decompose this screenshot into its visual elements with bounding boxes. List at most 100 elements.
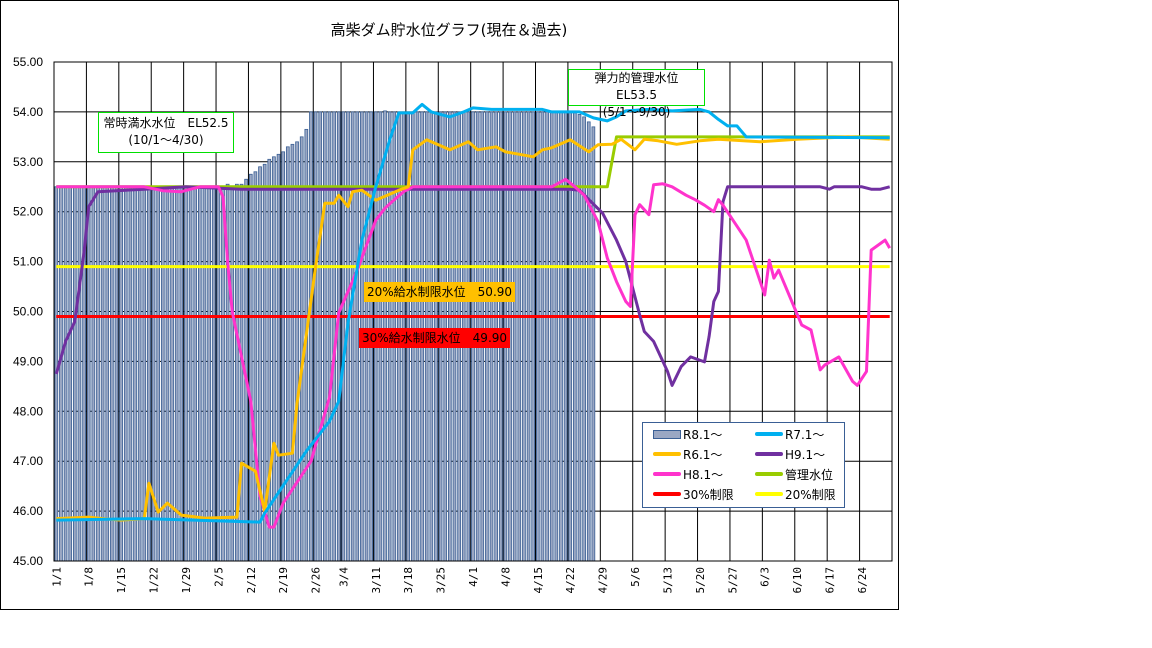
- bar: [526, 111, 531, 562]
- bar: [193, 186, 198, 562]
- bar-series-r8: [54, 110, 596, 562]
- bar: [221, 186, 225, 562]
- bar: [77, 186, 82, 562]
- legend-item: R8.1～: [653, 426, 722, 442]
- bar: [96, 186, 100, 562]
- legend-line-swatch: [653, 472, 681, 476]
- x-tick-label: 3/25: [435, 567, 448, 594]
- x-tick-label: 5/6: [629, 567, 642, 587]
- bar: [230, 186, 235, 562]
- y-tick-label: 50.00: [13, 305, 43, 319]
- x-tick-label: 4/15: [532, 567, 545, 594]
- annotation-limit-30: 30%給水制限水位 49.90: [359, 328, 511, 348]
- axes: 55.00 54.00 53.00 52.00 51.00 50.00 49.00 48.00…: [13, 55, 893, 594]
- bar: [216, 186, 221, 562]
- bar: [512, 111, 517, 562]
- bar: [137, 186, 142, 562]
- bar: [68, 186, 73, 562]
- bar: [207, 186, 211, 562]
- x-tick-label: 2/26: [310, 567, 323, 594]
- bar: [295, 141, 299, 562]
- legend-label: H8.1～: [683, 467, 724, 482]
- bar: [318, 111, 323, 562]
- y-tick-label: 46.00: [13, 504, 43, 518]
- bar: [545, 111, 549, 562]
- chart-title: 高柴ダム貯水位グラフ(現在＆過去): [330, 21, 568, 39]
- annotation-normal-full-level: 常時満水水位 EL52.5 (10/1～4/30): [98, 112, 234, 153]
- bar: [327, 111, 332, 562]
- bar: [549, 111, 554, 562]
- y-tick-label: 47.00: [13, 454, 43, 468]
- bar: [198, 186, 202, 562]
- bar: [582, 116, 586, 562]
- legend-line-swatch: [755, 452, 783, 456]
- bar: [123, 186, 128, 562]
- x-tick-label: 4/22: [564, 567, 577, 594]
- bar: [568, 111, 573, 562]
- x-tick-label: 3/11: [370, 567, 383, 594]
- legend-item: H8.1～: [653, 466, 723, 482]
- bar: [341, 111, 346, 562]
- x-tick-label: 4/29: [597, 567, 610, 594]
- bar: [72, 186, 77, 562]
- bar: [559, 111, 563, 562]
- bar: [350, 111, 355, 562]
- legend-label: 20%制限: [785, 487, 836, 502]
- x-tick-label: 2/5: [212, 567, 225, 587]
- x-tick-label: 6/10: [791, 567, 804, 594]
- bar: [174, 186, 179, 562]
- bar: [184, 186, 188, 562]
- bar: [59, 186, 63, 562]
- x-tick-label: 1/22: [148, 567, 161, 594]
- annotation-line: (5/1～9/30): [602, 105, 671, 119]
- x-tick-label: 1/8: [83, 567, 96, 587]
- series-line-R7.1～: [56, 102, 890, 524]
- y-tick-label: 49.00: [13, 354, 43, 368]
- x-tick-label: 5/20: [694, 567, 707, 594]
- bar: [540, 111, 545, 562]
- bar: [336, 111, 341, 562]
- bar: [63, 186, 68, 562]
- bar: [309, 111, 313, 562]
- bar: [248, 173, 253, 562]
- x-tick-label: 2/19: [277, 567, 290, 594]
- bar: [522, 111, 526, 562]
- legend-item: 20%制限: [755, 486, 836, 502]
- x-tick-label: 4/1: [467, 567, 480, 587]
- bar: [276, 153, 281, 562]
- annotation-limit-20: 20%給水制限水位 50.90: [364, 282, 516, 302]
- bar: [239, 183, 244, 562]
- x-tick-label: 1/15: [115, 567, 128, 594]
- plot-area-border: [53, 61, 893, 562]
- bar: [100, 186, 105, 562]
- bar: [119, 186, 123, 562]
- x-tick-label: 5/13: [661, 567, 674, 594]
- y-tick-label: 45.00: [13, 554, 43, 568]
- legend-label: 管理水位: [785, 467, 834, 482]
- x-tick-label: 6/3: [759, 567, 772, 587]
- bar: [105, 186, 110, 562]
- legend-label: R7.1～: [785, 427, 825, 442]
- bar: [517, 111, 522, 562]
- y-tick-label: 53.00: [13, 155, 43, 169]
- y-tick-label: 55.00: [13, 55, 43, 69]
- bar: [577, 113, 582, 562]
- annotation-line: 弾力的管理水位 EL53.5: [594, 71, 691, 102]
- y-tick-label: 52.00: [13, 205, 43, 219]
- series-line-R6.1～: [56, 135, 890, 522]
- x-tick-label: 5/27: [726, 567, 739, 594]
- x-tick-label: 1/1: [50, 567, 63, 587]
- x-tick-label: 6/17: [823, 567, 836, 594]
- legend-line-swatch: [755, 472, 783, 476]
- bar: [554, 111, 559, 562]
- bar: [147, 186, 151, 562]
- series-line-H9.1～: [54, 185, 891, 387]
- bar: [531, 111, 536, 562]
- bar: [323, 111, 327, 562]
- bar: [114, 186, 119, 562]
- bar: [290, 143, 295, 562]
- x-tick-label: 3/4: [337, 567, 350, 587]
- bar: [110, 186, 114, 562]
- x-tick-label: 3/18: [402, 567, 415, 594]
- bar: [128, 186, 133, 562]
